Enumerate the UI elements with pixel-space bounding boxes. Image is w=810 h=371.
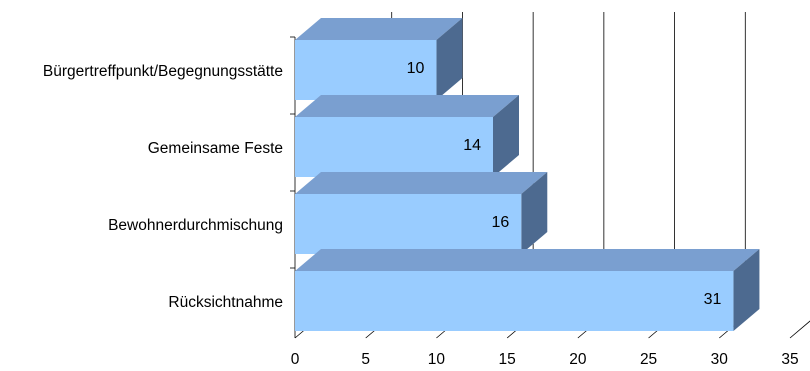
x-tick-label: 30 bbox=[711, 351, 729, 368]
bar-top-face bbox=[295, 95, 519, 117]
data-label: 14 bbox=[463, 137, 481, 154]
bar-top-face bbox=[295, 249, 760, 271]
bar-side-face bbox=[436, 18, 463, 100]
data-label: 10 bbox=[407, 60, 425, 77]
bar-side-face bbox=[493, 95, 519, 177]
category-label: Bewohnerdurchmischung bbox=[108, 217, 283, 234]
x-tick-label: 15 bbox=[499, 351, 516, 368]
category-labels: Bürgertreffpunkt/Begegnungsstätte Gemeins… bbox=[43, 63, 283, 311]
x-tick-label: 25 bbox=[640, 351, 657, 368]
bar bbox=[295, 194, 522, 254]
bar-group: 10 bbox=[295, 18, 463, 100]
floor-tick bbox=[789, 320, 810, 339]
x-tick-label: 35 bbox=[781, 351, 798, 368]
category-label: Gemeinsame Feste bbox=[148, 140, 283, 157]
bar bbox=[295, 117, 493, 177]
bar-group: 14 bbox=[295, 95, 519, 177]
bar-top-face bbox=[295, 18, 463, 40]
data-label: 16 bbox=[491, 214, 509, 231]
bars: 10 14 16 31 bbox=[295, 18, 760, 331]
category-label: Rücksichtnahme bbox=[168, 294, 283, 311]
x-tick-label: 20 bbox=[569, 351, 587, 368]
bar-side-face bbox=[733, 249, 760, 331]
bar bbox=[295, 40, 437, 100]
x-tick-label: 5 bbox=[361, 351, 370, 368]
bar bbox=[295, 271, 734, 331]
bar-top-face bbox=[295, 172, 548, 194]
bar-group: 16 bbox=[295, 172, 548, 254]
x-tick-label: 10 bbox=[428, 351, 446, 368]
category-label: Bürgertreffpunkt/Begegnungsstätte bbox=[43, 63, 283, 80]
bar-side-face bbox=[521, 172, 548, 254]
data-label: 31 bbox=[704, 291, 722, 308]
x-tick-label: 0 bbox=[291, 351, 300, 368]
tick-labels: 0 5 10 15 20 25 30 35 bbox=[291, 351, 799, 368]
bar-group: 31 bbox=[295, 249, 760, 331]
